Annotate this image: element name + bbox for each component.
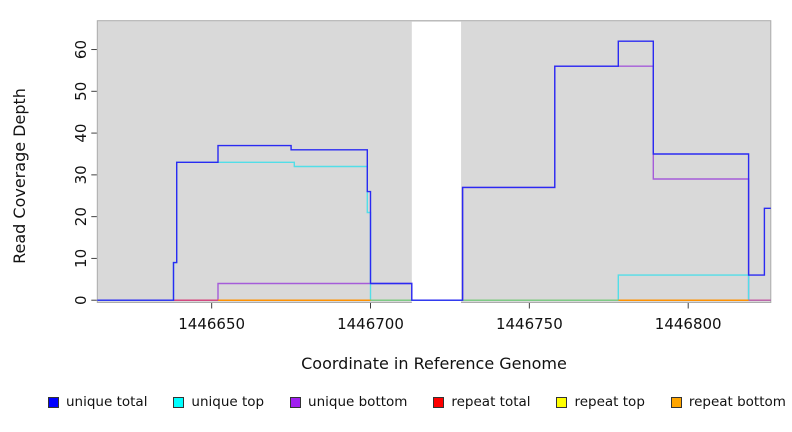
y-axis-title: Read Coverage Depth <box>10 88 29 264</box>
y-tick-label: 60 <box>72 40 90 59</box>
masked-region-gap <box>411 21 462 305</box>
y-tick-label: 20 <box>72 207 90 226</box>
legend-item-unique-top: unique top <box>173 394 264 410</box>
legend-label: repeat top <box>574 394 645 410</box>
y-tick-label: 50 <box>72 82 90 101</box>
legend-item-unique-total: unique total <box>48 394 147 410</box>
legend-label: unique bottom <box>308 394 408 410</box>
legend-item-unique-bottom: unique bottom <box>290 394 407 410</box>
legend: unique total unique top unique bottom repea… <box>48 394 786 410</box>
legend-label: repeat bottom <box>688 394 786 410</box>
legend-swatch-icon <box>290 396 302 408</box>
legend-swatch-icon <box>48 396 59 408</box>
coverage-chart: 1446650 1446700 1446750 1446800 0 10 20 30 40 50 6… <box>10 20 772 373</box>
legend-swatch-icon <box>173 396 185 408</box>
series-lines <box>97 40 771 301</box>
y-tick-label: 10 <box>72 249 90 268</box>
x-tick-label: 1446750 <box>496 315 563 333</box>
x-tick-label: 1446650 <box>178 315 245 333</box>
x-tick-label: 1446700 <box>337 315 404 333</box>
legend-swatch-icon <box>556 396 568 408</box>
axis-ticks: 1446650 1446700 1446750 1446800 0 10 20 30 40 50 6… <box>72 40 722 333</box>
series-line-unique-total <box>97 40 771 301</box>
legend-swatch-icon <box>670 396 682 408</box>
legend-item-repeat-top: repeat top <box>556 394 645 410</box>
legend-swatch-icon <box>433 396 445 408</box>
legend-label: unique top <box>191 394 265 410</box>
y-tick-label: 0 <box>72 295 90 305</box>
y-tick-label: 30 <box>72 165 90 184</box>
legend-label: repeat total <box>451 394 531 410</box>
x-tick-label: 1446800 <box>655 315 722 333</box>
y-tick-label: 40 <box>72 124 90 143</box>
legend-item-repeat-bottom: repeat bottom <box>670 394 786 410</box>
x-axis-title: Coordinate in Reference Genome <box>301 354 567 373</box>
legend-item-repeat-total: repeat total <box>433 394 531 410</box>
legend-label: unique total <box>66 394 148 410</box>
